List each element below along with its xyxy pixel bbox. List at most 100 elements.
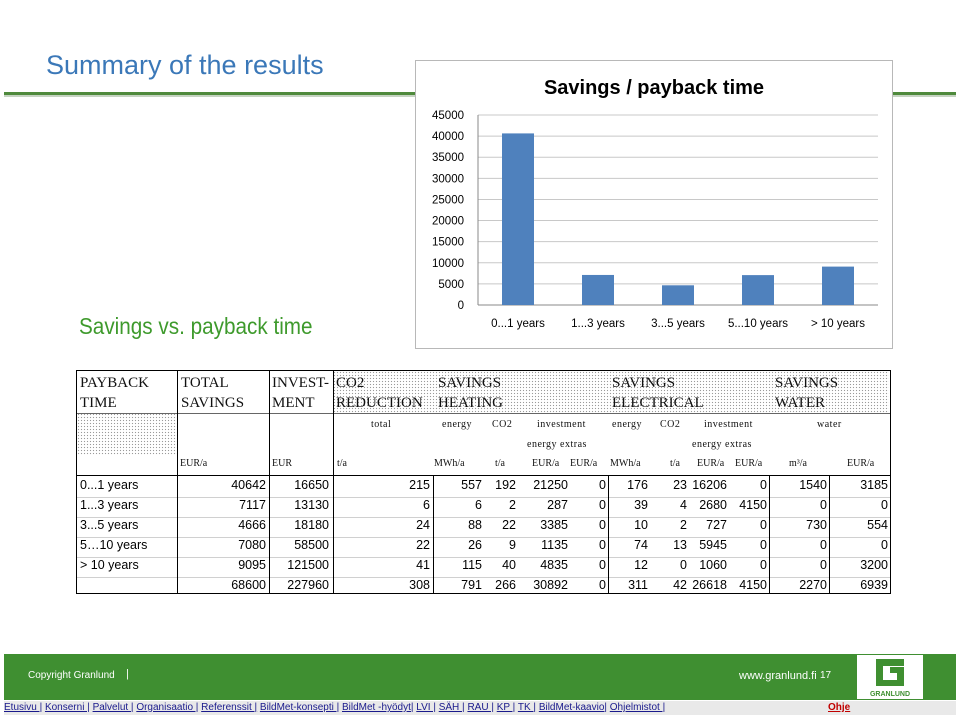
website-link[interactable]: www.granlund.fi xyxy=(739,670,817,682)
grid-line xyxy=(769,475,770,593)
table-cell: 10 xyxy=(634,518,648,532)
table-cell: 3185 xyxy=(860,478,888,492)
nav-link[interactable]: Konserni | xyxy=(44,702,90,713)
table-cell: 0 xyxy=(881,538,888,552)
bar xyxy=(502,133,534,305)
row-divider xyxy=(77,577,890,578)
table-cell: 0 xyxy=(599,558,606,572)
nav-link[interactable]: Referenssit | xyxy=(201,702,258,713)
table-cell: 1540 xyxy=(799,478,827,492)
table-cell: 39 xyxy=(634,498,648,512)
savings-chart-svg: Savings / payback time 0 5000 10000 15000 200… xyxy=(432,77,878,330)
table-cell: 0 xyxy=(820,538,827,552)
nav-link[interactable]: Organisaatio | xyxy=(136,702,199,713)
subheader-electrical-energy: energy xyxy=(612,419,643,430)
table-cell: 557 xyxy=(461,478,482,492)
y-tick-label: 15000 xyxy=(432,237,464,249)
table-cell: 0 xyxy=(820,558,827,572)
header-shading-left xyxy=(77,413,177,455)
table-cell: 215 xyxy=(409,478,430,492)
bar xyxy=(822,266,854,305)
y-tick-label: 10000 xyxy=(432,258,464,270)
table-cell: 6939 xyxy=(860,578,888,592)
y-tick-label: 25000 xyxy=(432,194,464,206)
nav-link[interactable]: Etusivu | xyxy=(4,702,43,713)
header-savings-water: SAVINGS WATER xyxy=(775,375,839,411)
table-cell: 0 xyxy=(599,478,606,492)
grid-line xyxy=(269,371,270,593)
y-tick-label: 45000 xyxy=(432,110,464,122)
nav-link[interactable]: TK | xyxy=(517,702,537,713)
nav-link[interactable]: Ohjelmistot | xyxy=(609,702,666,713)
table-cell: 0 xyxy=(599,538,606,552)
nav-link[interactable]: LVI | xyxy=(416,702,436,713)
unit-label: MWh/a xyxy=(610,458,641,469)
table-cell: 22 xyxy=(416,538,430,552)
table-cell: 26618 xyxy=(692,578,727,592)
table-cell: 22 xyxy=(502,518,516,532)
table-cell: 12 xyxy=(634,558,648,572)
unit-label: t/a xyxy=(495,458,505,469)
help-link[interactable]: Ohje xyxy=(828,702,851,713)
row-divider xyxy=(77,537,890,538)
table-cell: 791 xyxy=(461,578,482,592)
unit-label: t/a xyxy=(670,458,680,469)
table-cell: 7117 xyxy=(239,498,266,512)
subheader-heating-investment: investment xyxy=(537,419,586,430)
table-cell: 6 xyxy=(475,498,482,512)
nav-link[interactable]: KP | xyxy=(496,702,516,713)
bar xyxy=(742,275,774,305)
grid-line xyxy=(77,413,890,414)
unit-label: m³/a xyxy=(789,458,807,469)
header-investment: INVEST- MENT xyxy=(272,375,329,411)
row-label: 1...3 years xyxy=(80,498,139,512)
row-label: 0...1 years xyxy=(80,478,139,492)
bottom-nav xyxy=(4,701,956,715)
table-cell: 13130 xyxy=(294,498,329,512)
unit-label: MWh/a xyxy=(434,458,465,469)
bar xyxy=(582,274,614,305)
page-number: 17 xyxy=(820,670,832,681)
table-cell: 227960 xyxy=(287,578,329,592)
nav-link[interactable]: RAU | xyxy=(467,702,494,713)
nav-link[interactable]: BildMet-konsepti | xyxy=(259,702,340,713)
nav-link[interactable]: SÄH | xyxy=(438,702,465,713)
table-cell: 74 xyxy=(634,538,648,552)
nav-link[interactable]: BildMet-kaavio| xyxy=(538,702,607,713)
nav-link[interactable]: BildMet -hyödyt| xyxy=(341,702,414,713)
y-tick-label: 0 xyxy=(458,300,464,312)
grid-line xyxy=(829,475,830,593)
y-tick-label: 30000 xyxy=(432,173,464,185)
unit-label: EUR xyxy=(272,458,292,469)
table-cell: 2680 xyxy=(699,498,727,512)
table-cell: 0 xyxy=(760,478,767,492)
table-cell: 0 xyxy=(760,518,767,532)
unit-label: EUR/a xyxy=(570,458,598,469)
subheader-heating-co2: CO2 xyxy=(492,419,513,430)
table-cell: 68600 xyxy=(231,578,266,592)
table-cell: 3200 xyxy=(860,558,888,572)
table-cell: 9 xyxy=(509,538,516,552)
table-cell: 23 xyxy=(673,478,687,492)
nav-link[interactable]: Palvelut | xyxy=(92,702,134,713)
header-savings-heating: SAVINGS HEATING xyxy=(438,375,503,411)
title-divider-accent-left xyxy=(4,92,416,95)
table-cell: 1060 xyxy=(699,558,727,572)
table-cell: 266 xyxy=(495,578,516,592)
table-cell: 0 xyxy=(599,498,606,512)
nav-links: Etusivu | Konserni | Palvelut | Organisa… xyxy=(4,702,665,713)
unit-label: EUR/a xyxy=(180,458,208,469)
table-cell: 4 xyxy=(680,498,687,512)
table-cell: 0 xyxy=(760,538,767,552)
table-cell: 30892 xyxy=(533,578,568,592)
table-cell: 0 xyxy=(881,498,888,512)
table-cell: 16206 xyxy=(692,478,727,492)
table-cell: 21250 xyxy=(533,478,568,492)
table-cell: 13 xyxy=(673,538,687,552)
table-cell: 2270 xyxy=(799,578,827,592)
table-cell: 308 xyxy=(409,578,430,592)
table-cell: 2 xyxy=(509,498,516,512)
row-label: 3...5 years xyxy=(80,518,139,532)
x-tick-label: 3...5 years xyxy=(651,318,705,330)
chart-title: Savings / payback time xyxy=(544,77,764,99)
